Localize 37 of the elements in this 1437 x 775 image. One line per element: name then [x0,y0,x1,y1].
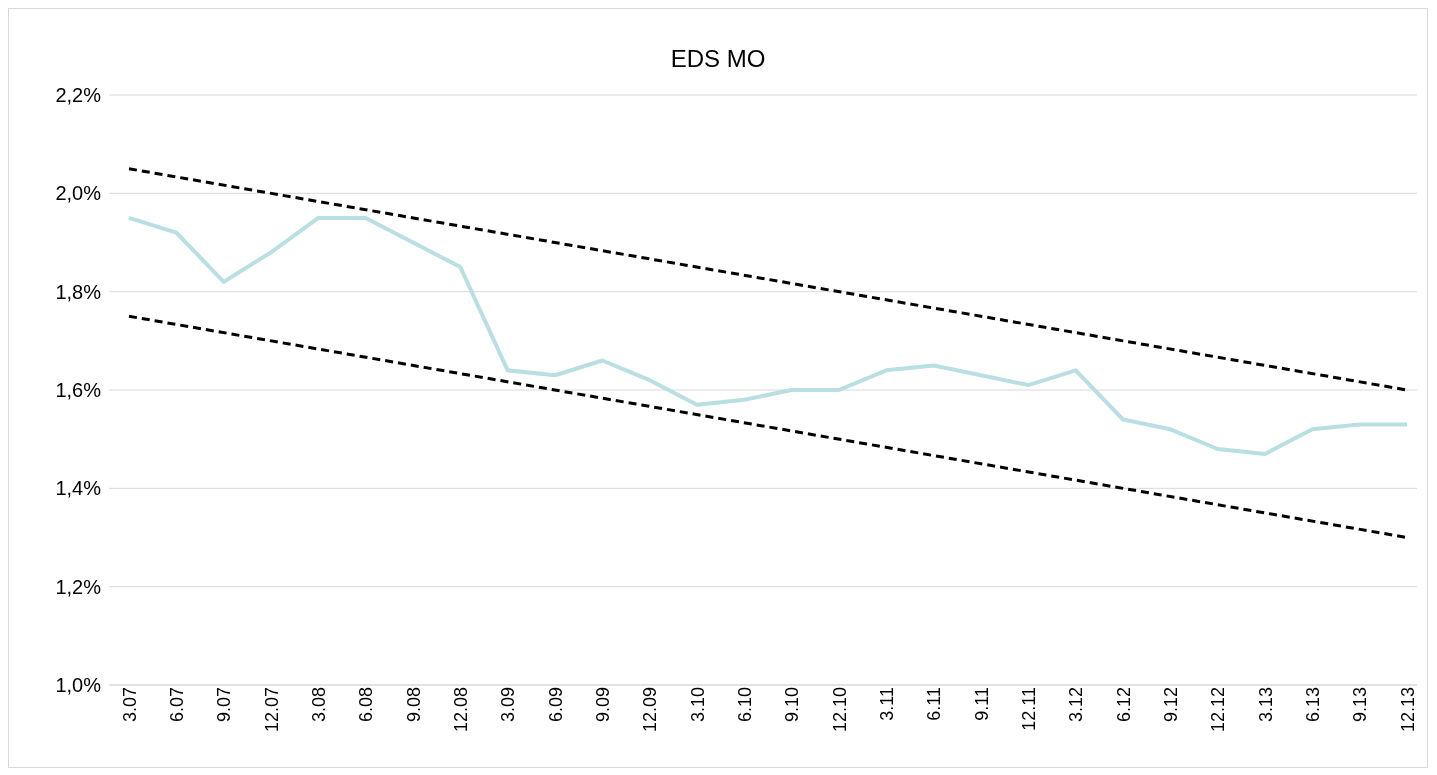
y-tick-label: 1,6% [55,379,102,402]
x-tick-label: 9.12 [1161,687,1182,723]
x-tick-label: 6.11 [924,687,945,721]
chart-title: EDS MO [669,44,767,74]
x-tick-label: 12.13 [1397,687,1418,733]
x-tick-label: 12.07 [261,687,282,733]
y-tick-label: 1,2% [55,575,102,598]
x-tick-label: 9.08 [403,687,424,723]
x-tick-label: 6.09 [545,687,566,723]
x-tick-label: 12.08 [451,687,472,733]
y-tick-label: 1,0% [55,674,102,697]
x-tick-label: 9.07 [214,687,235,723]
x-tick-label: 6.10 [735,687,756,723]
x-tick-label: 9.09 [593,687,614,723]
x-tick-label: 12.11 [1019,687,1040,731]
x-tick-label: 3.08 [309,687,330,723]
x-tick-label: 6.13 [1303,687,1324,723]
x-tick-label: 9.13 [1350,687,1371,723]
x-tick-label: 6.07 [167,687,188,723]
x-tick-label: 3.07 [119,687,140,723]
x-tick-label: 12.10 [829,687,850,733]
x-tick-label: 3.13 [1255,687,1276,723]
x-tick-label: 3.09 [498,687,519,723]
y-tick-label: 1,4% [55,477,102,500]
x-tick-label: 3.11 [877,687,898,721]
x-tick-label: 6.08 [356,687,377,723]
y-tick-label: 2,2% [55,84,102,107]
x-tick-label: 3.12 [1066,687,1087,723]
line-series [127,215,1409,456]
y-tick-label: 1,8% [55,280,102,303]
x-tick-label: 6.12 [1113,687,1134,723]
x-tick-label: 3.10 [687,687,708,723]
x-tick-label: 9.10 [782,687,803,723]
x-tick-label: 12.12 [1208,687,1229,733]
x-tick-label: 9.11 [971,687,992,721]
y-tick-label: 2,0% [55,182,102,205]
x-tick-label: 12.09 [640,687,661,733]
